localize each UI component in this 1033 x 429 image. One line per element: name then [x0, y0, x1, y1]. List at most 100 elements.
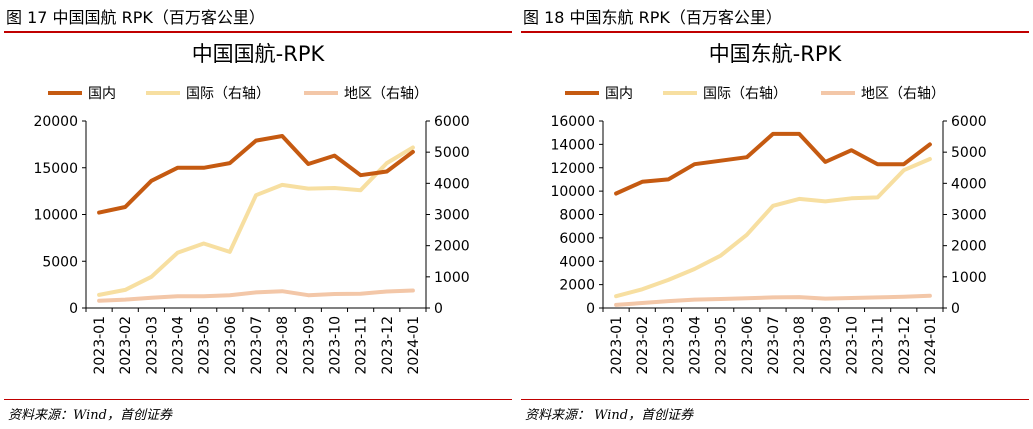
data-point — [928, 157, 932, 161]
x-tick-label: 2023-02 — [635, 316, 651, 375]
data-point — [849, 196, 853, 200]
left-tick-label: 8000 — [559, 208, 595, 224]
data-point — [176, 251, 180, 255]
data-point — [823, 160, 827, 164]
right-tick-label: 0 — [434, 301, 443, 317]
x-tick-label: 2023-03 — [661, 316, 677, 375]
right-tick-label: 3000 — [434, 208, 470, 224]
source-note: 资料来源： Wind，首创证券 — [525, 408, 694, 423]
right-tick-label: 5000 — [434, 145, 470, 161]
data-point — [745, 296, 749, 300]
x-tick-label: 2024-01 — [923, 316, 939, 375]
right-tick-label: 4000 — [434, 176, 470, 192]
caption-rule — [4, 31, 512, 33]
left-tick-label: 20000 — [33, 114, 78, 130]
legend-label: 国内 — [88, 86, 116, 102]
x-tick-label: 2023-11 — [354, 316, 370, 375]
data-point — [849, 296, 853, 300]
data-point — [359, 173, 363, 177]
data-point — [666, 177, 670, 181]
data-point — [385, 169, 389, 173]
data-point — [123, 298, 127, 302]
right-tick-label: 5000 — [951, 145, 987, 161]
left-tick-label: 0 — [586, 301, 595, 317]
figure-caption: 图 18 中国东航 RPK（百万客公里） — [523, 8, 782, 27]
left-tick-label: 15000 — [33, 161, 78, 177]
data-point — [228, 293, 232, 297]
rpk-chart-china-eastern: 中国东航-RPK 国内 国际（右轴） 地区（右轴） 0 2000 4000 6000 8000 1… — [550, 42, 987, 375]
data-point — [876, 295, 880, 299]
source-note: 资料来源：Wind，首创证券 — [8, 408, 172, 423]
data-point — [745, 155, 749, 159]
right-tick-label: 0 — [951, 301, 960, 317]
x-tick-label: 2023-09 — [818, 316, 834, 375]
data-point — [176, 294, 180, 298]
data-point — [411, 145, 415, 149]
left-tick-label: 10000 — [33, 208, 78, 224]
right-tick-label: 1000 — [951, 270, 987, 286]
data-point — [640, 301, 644, 305]
data-point — [614, 191, 618, 195]
data-point — [640, 180, 644, 184]
x-tick-label: 2023-10 — [327, 316, 343, 375]
data-point — [123, 205, 127, 209]
legend-label: 国际（右轴） — [186, 86, 270, 102]
data-point — [666, 299, 670, 303]
data-point — [280, 183, 284, 187]
left-tick-label: 10000 — [550, 184, 595, 200]
data-point — [97, 211, 101, 215]
chart-panel-2: 图 18 中国东航 RPK（百万客公里） 中国东航-RPK 国内 国际（右轴） 地区（… — [517, 0, 1033, 429]
x-tick-label: 2023-06 — [740, 316, 756, 375]
legend-label: 国内 — [605, 86, 633, 102]
data-point — [280, 134, 284, 138]
x-tick-label: 2023-05 — [197, 316, 213, 375]
data-point — [719, 159, 723, 163]
data-point — [149, 179, 153, 183]
data-point — [771, 295, 775, 299]
x-tick-label: 2023-07 — [766, 316, 782, 375]
right-tick-label: 6000 — [434, 114, 470, 130]
left-tick-label: 2000 — [559, 278, 595, 294]
data-point — [149, 296, 153, 300]
chart-title: 中国国航-RPK — [192, 42, 326, 66]
data-point — [693, 267, 697, 271]
figure-caption: 图 17 中国国航 RPK（百万客公里） — [6, 8, 265, 27]
data-point — [902, 295, 906, 299]
legend-label: 国际（右轴） — [703, 86, 787, 102]
right-tick-label: 2000 — [951, 239, 987, 255]
data-point — [306, 162, 310, 166]
data-point — [123, 288, 127, 292]
data-point — [745, 233, 749, 237]
data-point — [254, 290, 258, 294]
right-tick-label: 1000 — [434, 270, 470, 286]
data-point — [202, 241, 206, 245]
data-point — [876, 195, 880, 199]
x-tick-label: 2023-12 — [380, 316, 396, 375]
international-series-line — [97, 145, 415, 297]
data-point — [332, 292, 336, 296]
data-point — [823, 297, 827, 301]
data-point — [614, 303, 618, 307]
data-point — [928, 294, 932, 298]
caption-rule — [521, 31, 1029, 33]
right-tick-label: 4000 — [951, 176, 987, 192]
data-point — [876, 162, 880, 166]
data-point — [411, 289, 415, 293]
chart-panel-1: 图 17 中国国航 RPK（百万客公里） 中国国航-RPK 国内 国际（右轴） 地区（… — [0, 0, 516, 429]
data-point — [411, 150, 415, 154]
data-point — [797, 197, 801, 201]
x-tick-label: 2023-07 — [249, 316, 265, 375]
left-tick-label: 4000 — [559, 254, 595, 270]
left-tick-label: 6000 — [559, 231, 595, 247]
right-tick-label: 3000 — [951, 208, 987, 224]
data-point — [640, 287, 644, 291]
data-point — [97, 293, 101, 297]
data-point — [306, 187, 310, 191]
data-point — [149, 275, 153, 279]
data-point — [228, 161, 232, 165]
data-point — [719, 254, 723, 258]
data-point — [902, 168, 906, 172]
x-tick-label: 2023-12 — [897, 316, 913, 375]
x-tick-label: 2023-05 — [714, 316, 730, 375]
